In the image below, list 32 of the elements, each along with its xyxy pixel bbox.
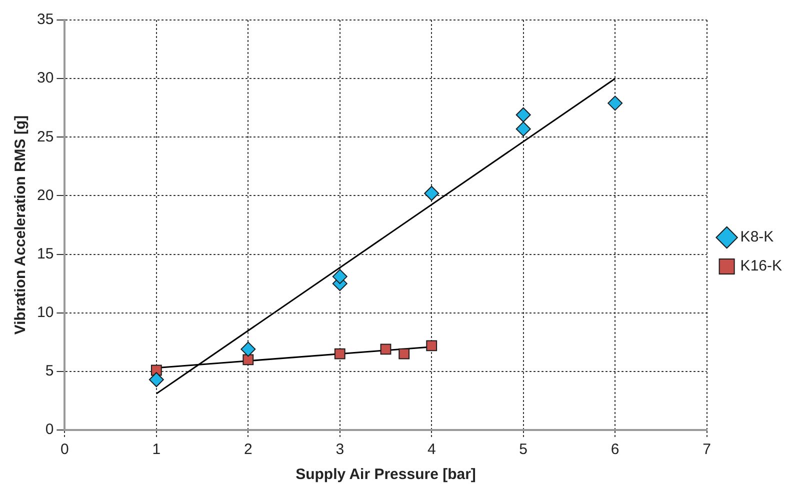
x-tick-label: 6	[610, 441, 620, 458]
y-tick-label: 30	[36, 70, 54, 87]
legend-label: K8-K	[740, 228, 774, 246]
x-tick-label: 2	[244, 441, 252, 458]
point	[334, 348, 346, 360]
legend-label: K16-K	[740, 258, 782, 275]
point	[424, 186, 440, 201]
point	[516, 121, 531, 136]
x-tick-label: 3	[336, 441, 344, 458]
point	[242, 354, 254, 366]
y-tick-label: 0	[45, 421, 54, 438]
y-tick-label: 5	[45, 362, 54, 380]
point	[332, 269, 348, 284]
y-tick-label: 10	[36, 304, 54, 321]
point	[398, 348, 410, 360]
point	[426, 340, 438, 352]
point	[516, 107, 531, 122]
x-tick-label: 4	[427, 441, 436, 458]
point	[608, 96, 623, 111]
y-axis-title: Vibration Acceleration RMS [g]	[12, 115, 30, 335]
y-tick-label: 25	[36, 128, 54, 146]
y-tick-label: 20	[36, 186, 54, 204]
x-axis-title: Supply Air Pressure [bar]	[296, 466, 476, 484]
point	[148, 372, 164, 388]
x-tick-label: 5	[519, 441, 528, 458]
x-tick-label: 0	[60, 441, 69, 458]
x-tick-label: 7	[702, 441, 711, 458]
point	[380, 344, 392, 355]
x-tick-label: 1	[152, 441, 161, 458]
point	[240, 342, 256, 357]
y-tick-label: 15	[36, 245, 54, 262]
y-tick-label: 35	[36, 11, 54, 28]
